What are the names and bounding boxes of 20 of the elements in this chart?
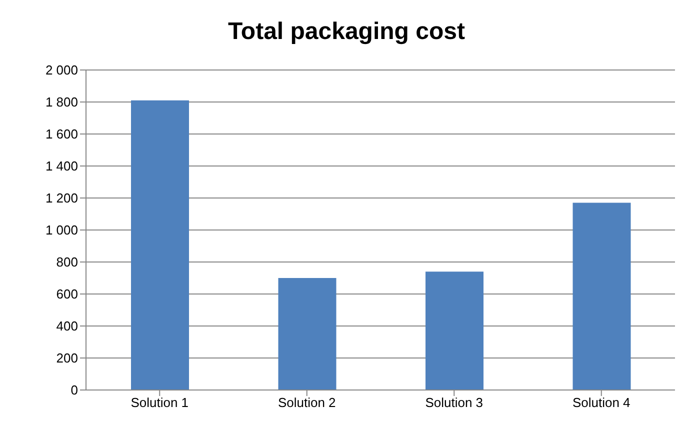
bar: [426, 272, 484, 390]
y-tick-label: 1 400: [45, 158, 78, 174]
x-tick-label: Solution 1: [130, 395, 189, 410]
y-tick-label: 1 800: [45, 94, 78, 110]
y-tick-label: 600: [56, 286, 78, 302]
x-tick-label: Solution 2: [278, 395, 336, 410]
y-tick-label: 200: [56, 350, 78, 366]
bar: [572, 202, 631, 390]
y-tick-label: 1 200: [45, 190, 78, 206]
y-tick-label: 1 600: [45, 126, 78, 142]
bar: [131, 100, 189, 390]
x-tick-label: Solution 4: [572, 395, 630, 410]
y-tick-label: 800: [56, 254, 78, 270]
y-tick-label: 2 000: [45, 62, 78, 78]
y-tick-label: 1 000: [45, 222, 78, 238]
y-tick-label: 0: [70, 382, 78, 398]
x-tick-label: Solution 3: [425, 395, 484, 410]
chart-title: Total packaging cost: [227, 17, 466, 47]
y-tick-label: 400: [56, 318, 78, 334]
bar: [278, 278, 336, 390]
